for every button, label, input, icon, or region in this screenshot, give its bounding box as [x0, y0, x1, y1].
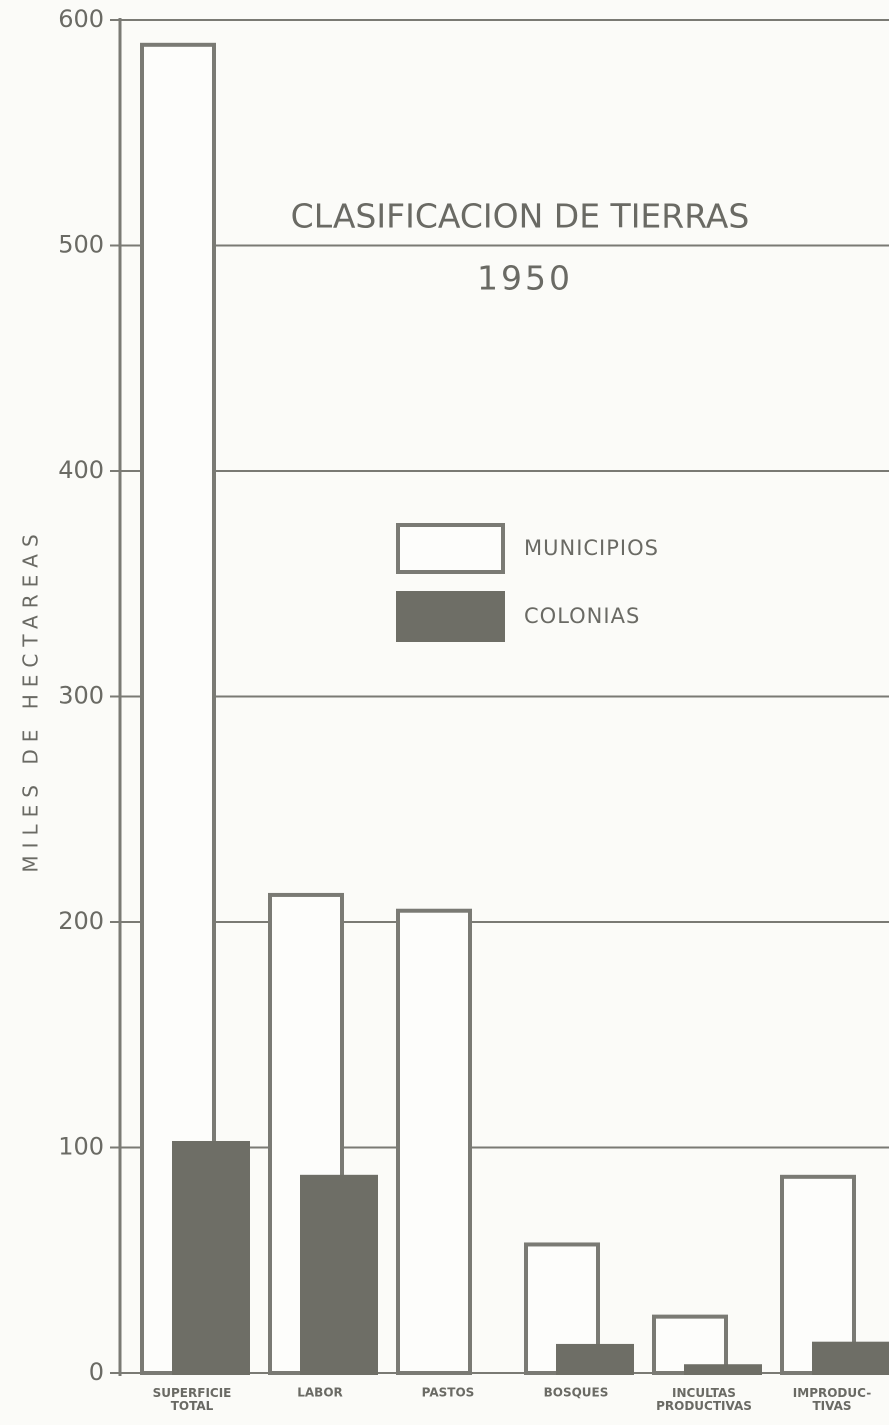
bar: [300, 1174, 378, 1375]
bar: [812, 1341, 889, 1376]
legend-swatch: [396, 591, 505, 642]
bar: [684, 1364, 762, 1375]
bar: [556, 1343, 634, 1375]
x-tick-label-line: TIVAS: [812, 1399, 851, 1413]
x-tick-label-line: SUPERFICIE: [153, 1386, 232, 1400]
x-tick-label-line: IMPRODUC-: [793, 1386, 871, 1400]
legend-label: COLONIAS: [524, 604, 640, 628]
y-tick-label: 500: [58, 231, 104, 259]
x-tick-label: LABOR: [297, 1386, 343, 1400]
x-tick-label: INCULTAS PRODUCTIVAS: [656, 1386, 752, 1413]
chart-subtitle: 1950: [477, 259, 573, 298]
x-tick-label-line: INCULTAS: [672, 1386, 736, 1400]
legend-label: MUNICIPIOS: [524, 536, 659, 560]
bar: [396, 908, 472, 1375]
y-tick-label: 300: [58, 682, 104, 710]
x-tick-label: PASTOS: [422, 1386, 475, 1400]
y-tick-label: 100: [58, 1133, 104, 1161]
bar: [780, 1174, 856, 1375]
y-tick-label: 600: [58, 5, 104, 33]
legend-swatch: [396, 523, 505, 574]
x-tick-label-line: PRODUCTIVAS: [656, 1399, 752, 1413]
bar: [652, 1314, 728, 1375]
y-tick-label: 0: [89, 1358, 104, 1386]
x-tick-label: BOSQUES: [544, 1386, 609, 1400]
x-tick-label: IMPRODUC-TIVAS: [793, 1386, 871, 1413]
x-tick-label: SUPERFICIE TOTAL: [153, 1386, 232, 1413]
y-tick-label: 200: [58, 907, 104, 935]
y-axis-label: MILES DE HECTAREAS: [19, 527, 43, 872]
bar: [172, 1140, 250, 1375]
y-tick-label: 400: [58, 456, 104, 484]
chart-title: CLASIFICACION DE TIERRAS: [291, 197, 750, 236]
x-tick-label-line: TOTAL: [171, 1399, 214, 1413]
